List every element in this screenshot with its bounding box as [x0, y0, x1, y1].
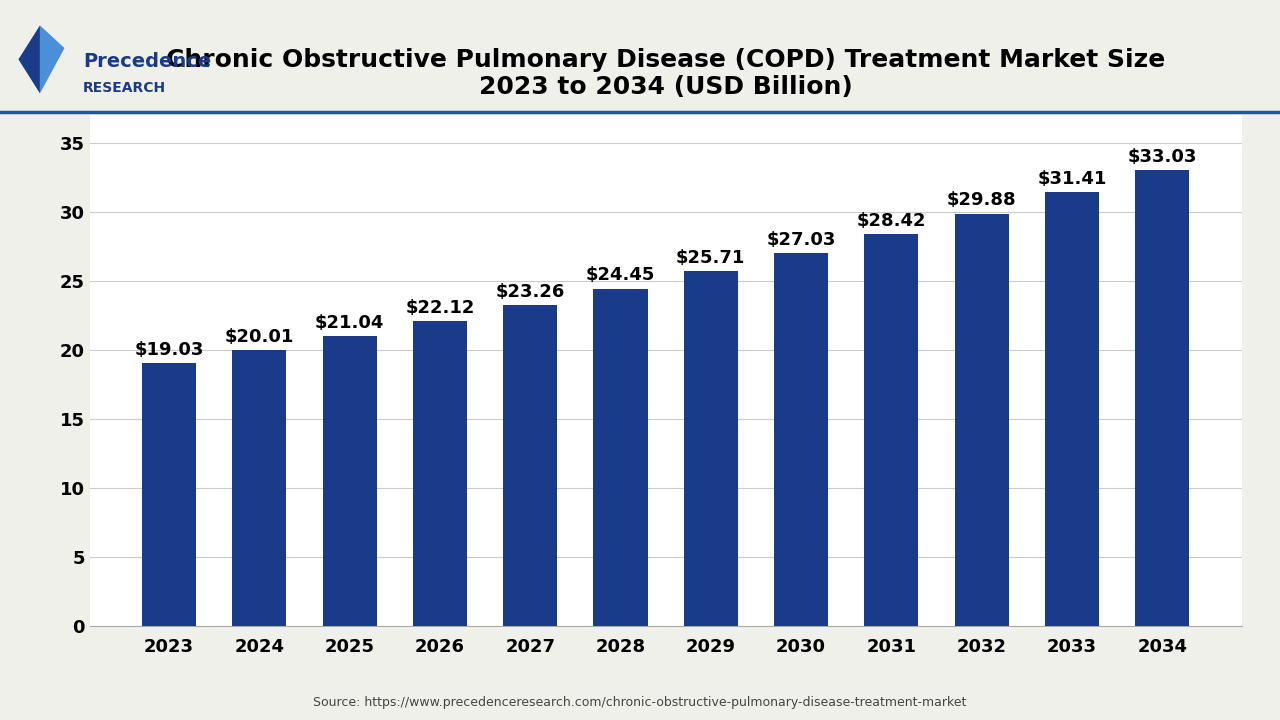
Bar: [684, 271, 737, 626]
Bar: [594, 289, 648, 626]
Text: $20.01: $20.01: [225, 328, 294, 346]
Text: $19.03: $19.03: [134, 341, 204, 359]
Bar: [955, 214, 1009, 626]
Bar: [864, 234, 918, 626]
Text: $28.42: $28.42: [856, 212, 925, 230]
Text: $22.12: $22.12: [406, 299, 475, 317]
Bar: [503, 305, 557, 626]
Text: $24.45: $24.45: [586, 266, 655, 284]
Bar: [232, 350, 287, 626]
Text: Precedence: Precedence: [83, 52, 211, 71]
Text: $27.03: $27.03: [767, 231, 836, 249]
Text: Source: https://www.precedenceresearch.com/chronic-obstructive-pulmonary-disease: Source: https://www.precedenceresearch.c…: [314, 696, 966, 709]
Text: $33.03: $33.03: [1128, 148, 1197, 166]
Bar: [142, 364, 196, 626]
Text: $29.88: $29.88: [947, 192, 1016, 210]
Bar: [774, 253, 828, 626]
Bar: [323, 336, 376, 626]
Text: $31.41: $31.41: [1037, 171, 1106, 189]
Polygon shape: [40, 25, 64, 94]
Polygon shape: [18, 25, 40, 94]
Bar: [1044, 192, 1100, 626]
Title: Chronic Obstructive Pulmonary Disease (COPD) Treatment Market Size
2023 to 2034 : Chronic Obstructive Pulmonary Disease (C…: [166, 48, 1165, 99]
Text: $23.26: $23.26: [495, 283, 564, 301]
Text: RESEARCH: RESEARCH: [83, 81, 166, 95]
Text: $21.04: $21.04: [315, 314, 384, 332]
Bar: [413, 321, 467, 626]
Bar: [1135, 170, 1189, 626]
Text: $25.71: $25.71: [676, 249, 745, 267]
